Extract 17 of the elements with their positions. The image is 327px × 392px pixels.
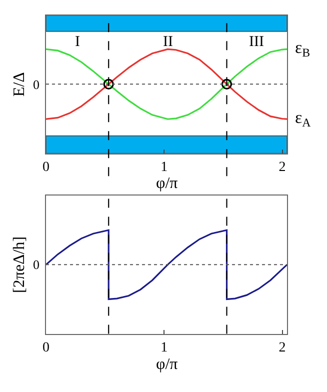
annotation: II (163, 34, 173, 50)
ref-line-label: 0 (33, 77, 40, 92)
x-tick-label: 2 (278, 340, 286, 356)
series-label: ε$_{B}$ (295, 38, 310, 60)
x-tick-label: 2 (278, 160, 286, 176)
y-axis-title: [2πeΔ/h] (10, 236, 28, 293)
x-axis-title: φ/π (156, 356, 178, 373)
x-tick-label: 1 (160, 340, 168, 356)
x-axis-title: φ/π (156, 175, 178, 192)
x-tick-label: 0 (42, 340, 50, 356)
ref-line-label: 0 (33, 257, 40, 272)
y-axis-title: E/Δ (10, 72, 28, 97)
x-tick-label: 1 (160, 160, 168, 176)
annotation: I (75, 34, 80, 50)
series-label: ε$_{A}$ (295, 108, 312, 130)
x-tick-label: 0 (42, 160, 50, 176)
annotation: III (249, 34, 264, 50)
